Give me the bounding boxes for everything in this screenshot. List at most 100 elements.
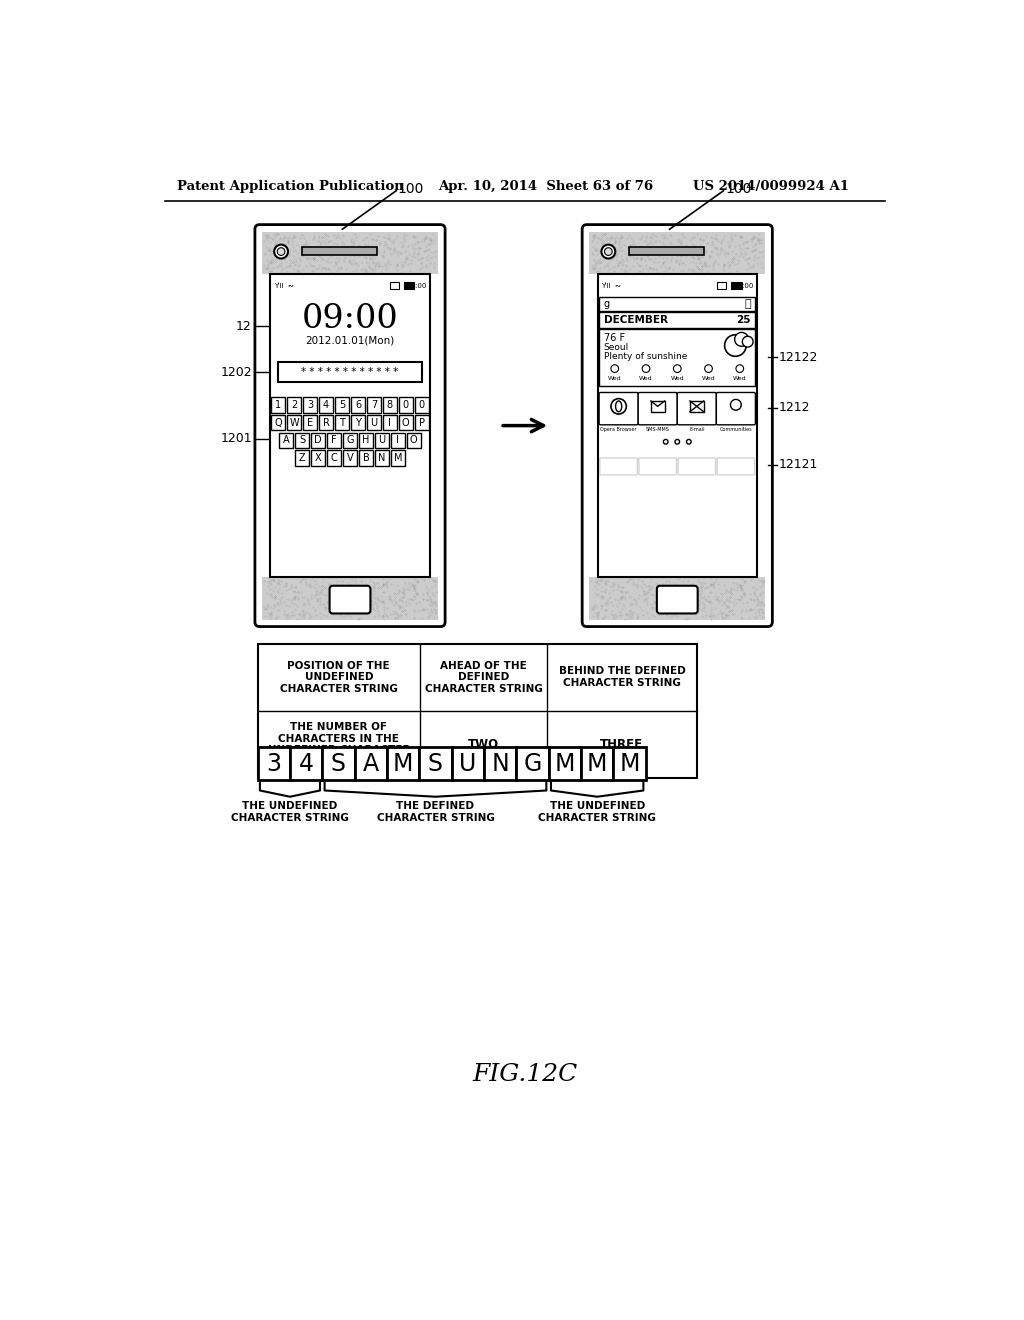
Text: 100: 100 [397, 182, 424, 197]
Text: Seoul: Seoul [604, 343, 629, 351]
Text: Yᴵll  ∾: Yᴵll ∾ [274, 284, 294, 289]
Bar [516, 747, 549, 780]
Circle shape [705, 364, 713, 372]
Bar [403, 282, 415, 289]
Text: O: O [410, 436, 418, 445]
Text: AHEAD OF THE
DEFINED
CHARACTER STRING: AHEAD OF THE DEFINED CHARACTER STRING [425, 660, 543, 694]
Text: Yᴵll  ∾: Yᴵll ∾ [601, 284, 622, 289]
Text: U: U [371, 417, 378, 428]
Bar [415, 397, 429, 412]
Bar [390, 433, 406, 447]
Text: 0: 0 [402, 400, 409, 409]
Bar [613, 747, 646, 780]
Text: C: C [331, 453, 338, 463]
Bar [383, 414, 397, 430]
Bar [351, 414, 366, 430]
Text: 76 F: 76 F [604, 333, 625, 343]
Circle shape [742, 337, 753, 347]
Text: g: g [604, 298, 610, 309]
Bar [375, 450, 389, 466]
Circle shape [604, 248, 612, 256]
Bar [311, 433, 326, 447]
Bar [335, 414, 349, 430]
Circle shape [725, 335, 746, 356]
Bar [690, 401, 703, 412]
Text: M: M [393, 751, 414, 776]
Text: Communities: Communities [720, 428, 753, 432]
Bar [581, 747, 613, 780]
Text: X: X [314, 453, 322, 463]
Text: N: N [378, 453, 386, 463]
Bar [343, 433, 357, 447]
Bar [398, 397, 413, 412]
Text: Wed: Wed [733, 376, 746, 381]
Bar [390, 450, 406, 466]
Bar [731, 282, 741, 289]
Bar [258, 644, 696, 779]
FancyBboxPatch shape [677, 392, 717, 425]
Bar [383, 397, 397, 412]
Bar [589, 231, 765, 275]
Bar [387, 747, 419, 780]
Text: D: D [314, 436, 322, 445]
Text: M: M [555, 751, 575, 776]
Bar [287, 397, 301, 412]
Text: Opera Browser: Opera Browser [600, 428, 637, 432]
FancyBboxPatch shape [717, 458, 755, 475]
Bar [262, 231, 438, 275]
Bar [354, 747, 387, 780]
Text: U: U [378, 436, 385, 445]
Text: Z: Z [299, 453, 305, 463]
Bar [484, 747, 516, 780]
Circle shape [730, 400, 741, 411]
Circle shape [734, 333, 749, 346]
Text: 1: 1 [275, 400, 282, 409]
Bar [335, 397, 349, 412]
Bar [419, 747, 452, 780]
Bar [303, 414, 317, 430]
Bar [271, 414, 286, 430]
Text: W: W [290, 417, 299, 428]
Bar [452, 747, 484, 780]
FancyBboxPatch shape [599, 392, 638, 425]
Bar [549, 747, 581, 780]
Bar [358, 450, 373, 466]
Text: THE DEFINED
CHARACTER STRING: THE DEFINED CHARACTER STRING [377, 801, 495, 822]
FancyBboxPatch shape [639, 458, 677, 475]
Text: V: V [347, 453, 353, 463]
Text: Q: Q [274, 417, 282, 428]
Text: G: G [523, 751, 542, 776]
Text: 8: 8 [387, 400, 393, 409]
Text: T: T [339, 417, 345, 428]
Circle shape [642, 364, 650, 372]
Text: Wed: Wed [639, 376, 653, 381]
Text: Y: Y [355, 417, 360, 428]
Bar [287, 414, 301, 430]
Text: 5: 5 [339, 400, 345, 409]
Text: E: E [307, 417, 313, 428]
Bar [311, 450, 326, 466]
Text: S: S [428, 751, 443, 776]
Circle shape [664, 440, 668, 444]
Text: 3: 3 [307, 400, 313, 409]
Bar [358, 433, 373, 447]
Text: S: S [331, 751, 346, 776]
Bar [302, 247, 377, 255]
Bar [717, 282, 726, 289]
Bar [258, 747, 290, 780]
Bar [318, 414, 333, 430]
Circle shape [601, 244, 615, 259]
Text: US 2014/0099924 A1: US 2014/0099924 A1 [692, 181, 849, 194]
Text: 7: 7 [371, 400, 377, 409]
Text: 4: 4 [299, 751, 313, 776]
FancyBboxPatch shape [583, 224, 772, 627]
Bar [262, 577, 438, 619]
Ellipse shape [615, 401, 622, 412]
Bar [415, 414, 429, 430]
Text: 100: 100 [725, 182, 752, 197]
Bar [375, 433, 389, 447]
Text: A: A [362, 751, 379, 776]
Bar [599, 329, 756, 387]
Bar [295, 450, 309, 466]
Text: * * * * * * * * * * * *: * * * * * * * * * * * * [301, 367, 398, 378]
